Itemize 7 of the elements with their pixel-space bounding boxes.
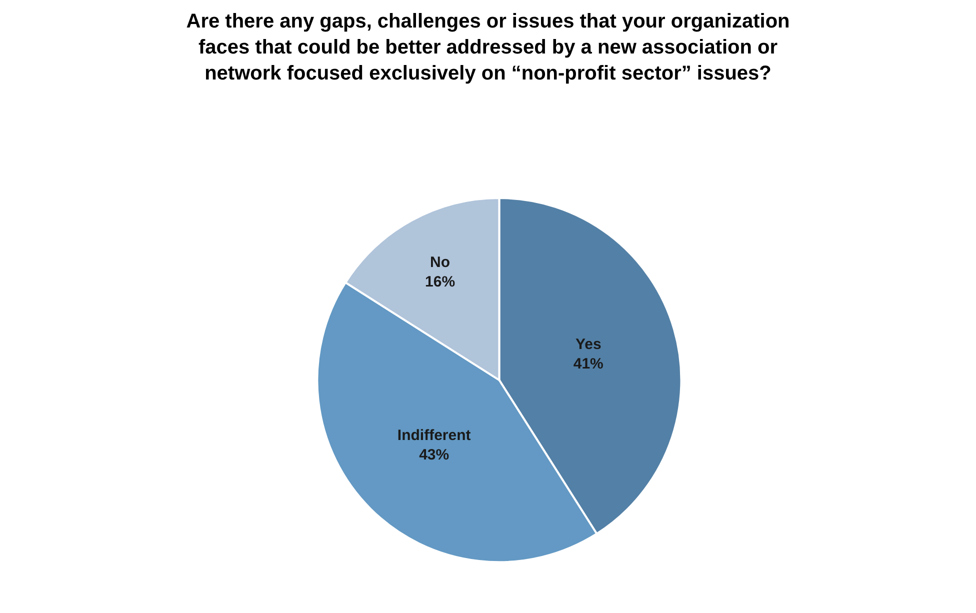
slice-label: Yes <box>575 336 602 353</box>
data-label: 43% <box>419 446 450 464</box>
chart-title: Are there any gaps, challenges or issues that your organization faces that could be better addressed by a new association or network focused exclusively on “non-profit sector” issues? <box>186 10 790 85</box>
slice-label: No <box>430 254 450 272</box>
data-label: 41% <box>573 355 604 372</box>
slice-label: Indifferent <box>397 426 471 444</box>
data-label: 16% <box>425 274 456 291</box>
